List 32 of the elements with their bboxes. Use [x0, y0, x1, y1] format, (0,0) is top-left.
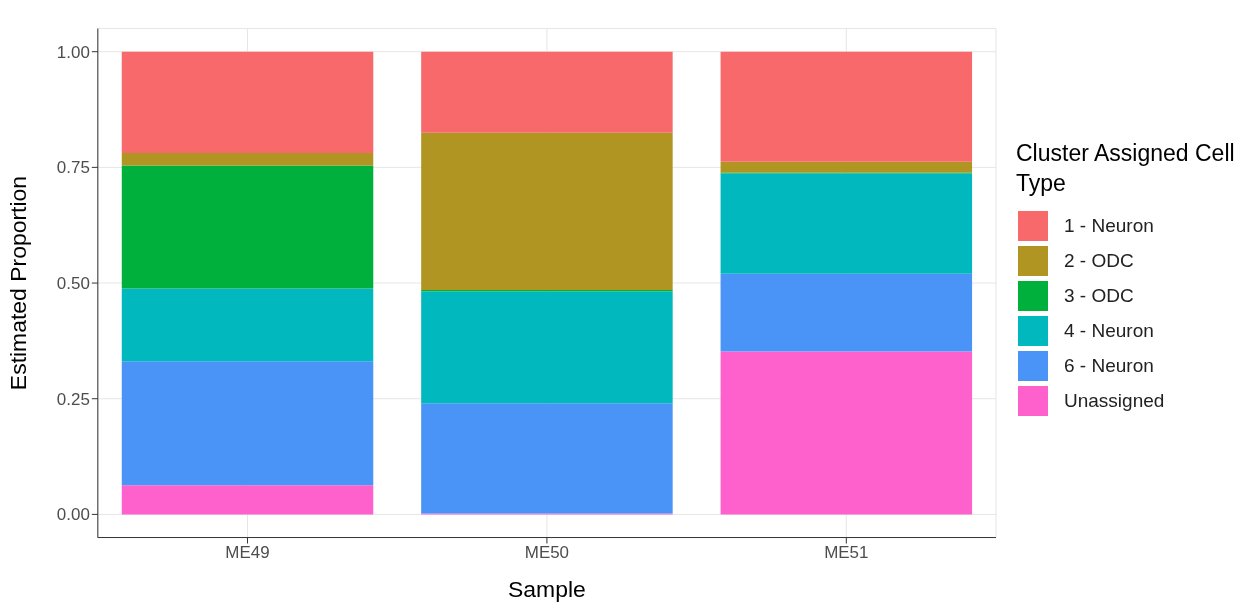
y-axis-title: Estimated Proportion	[5, 175, 32, 391]
bar	[121, 361, 374, 486]
legend-label: Unassigned	[1064, 389, 1165, 412]
legend-title: Cluster Assigned Cell Type	[1016, 139, 1236, 198]
bar	[421, 132, 673, 290]
bar	[121, 165, 374, 289]
bar	[720, 351, 973, 515]
bar	[720, 273, 973, 352]
bar	[121, 485, 374, 515]
x-tick-label: ME50	[524, 542, 570, 562]
y-tick-label: 1.00	[56, 42, 90, 62]
bar	[121, 288, 374, 362]
legend-label: 4 - Neuron	[1064, 319, 1154, 342]
legend-label: 3 - ODC	[1064, 284, 1134, 307]
bar	[121, 153, 374, 166]
x-tick-label: ME49	[225, 542, 270, 562]
y-tick-label: 0.25	[56, 389, 90, 409]
x-tick-label: ME51	[824, 542, 869, 562]
y-tick-label: 0.50	[56, 274, 90, 294]
x-axis-title: Sample	[508, 576, 586, 603]
y-tick-label: 0.00	[56, 505, 90, 525]
bar	[720, 173, 973, 274]
y-tick-label: 0.75	[56, 158, 90, 178]
bar	[121, 51, 374, 154]
legend-label: 6 - Neuron	[1064, 354, 1154, 377]
legend-label: 2 - ODC	[1064, 249, 1134, 272]
bar	[720, 51, 973, 162]
bar	[421, 51, 673, 133]
legend-label: 1 - Neuron	[1064, 214, 1154, 237]
bar	[720, 161, 973, 173]
bar	[421, 291, 673, 404]
bar	[421, 403, 673, 514]
